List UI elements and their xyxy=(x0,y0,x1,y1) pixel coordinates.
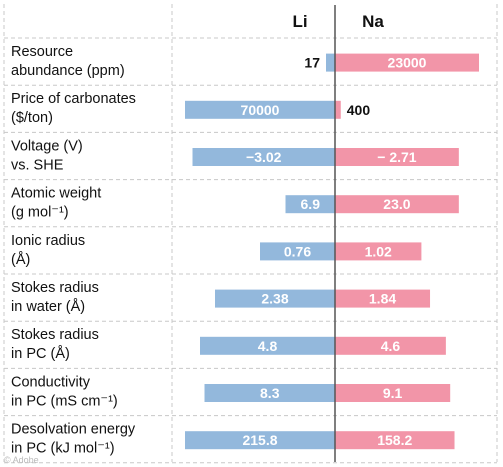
row-label: Price of carbonates ($/ton) xyxy=(11,91,136,126)
data-label-li: 215.8 xyxy=(242,432,277,448)
row-label: Stokes radius in water (Å) xyxy=(11,280,99,315)
bar-li xyxy=(200,336,335,355)
chart-row: Desolvation energy in PC (kJ mol⁻¹) 215.8 1… xyxy=(11,422,455,457)
bar-li xyxy=(204,384,335,402)
data-label-li: 0.76 xyxy=(284,243,311,259)
data-label-li: 2.38 xyxy=(261,291,288,307)
data-label-na: 400 xyxy=(347,102,371,118)
row-label: Resource abundance (ppm) xyxy=(11,44,125,79)
bar-na xyxy=(335,289,431,308)
chart-row: Stokes radius in water (Å) 2.38 1.84 xyxy=(11,280,431,315)
bar-li xyxy=(192,148,335,166)
bar-na xyxy=(335,431,455,450)
bar-na xyxy=(335,384,451,402)
row-label-line: Stokes radius xyxy=(11,327,99,343)
data-label-na: 158.2 xyxy=(377,432,412,448)
bar-na xyxy=(335,242,422,261)
bar-na xyxy=(335,195,459,214)
data-label-li: −3.02 xyxy=(246,149,282,165)
column-header-li: Li xyxy=(292,12,307,31)
row-label: Ionic radius (Å) xyxy=(11,233,85,268)
data-label-na: 23.0 xyxy=(383,196,410,212)
data-label-li: 8.3 xyxy=(260,385,280,401)
bar-li xyxy=(185,100,335,119)
row-label: Desolvation energy in PC (kJ mol⁻¹) xyxy=(11,422,136,457)
row-label-line: in water (Å) xyxy=(11,298,85,315)
row-label-line: Stokes radius xyxy=(11,280,99,296)
data-label-na: 23000 xyxy=(388,55,427,71)
bar-li xyxy=(326,53,335,72)
row-label: Stokes radius in PC (Å) xyxy=(11,327,99,362)
data-label-li: 6.9 xyxy=(301,196,321,212)
row-label-line: ($/ton) xyxy=(11,110,53,126)
grid-lines xyxy=(3,4,498,464)
bar-li xyxy=(260,242,335,261)
column-header-na: Na xyxy=(362,12,384,31)
bar-na xyxy=(335,148,459,166)
data-label-na: − 2.71 xyxy=(377,149,417,165)
row-label-line: Resource xyxy=(11,44,73,60)
bar-na xyxy=(335,336,446,355)
bar-na xyxy=(335,100,341,119)
chart-row: Voltage (V) vs. SHE −3.02 − 2.71 xyxy=(11,138,459,173)
row-label: Voltage (V) vs. SHE xyxy=(11,138,83,173)
watermark-text: © Adobe xyxy=(4,455,39,465)
bar-li xyxy=(185,431,335,450)
row-label-line: (g mol⁻¹) xyxy=(11,205,69,221)
data-label-na: 9.1 xyxy=(383,385,403,401)
row-label-line: in PC (mS cm⁻¹) xyxy=(11,393,118,409)
data-label-li: 4.8 xyxy=(258,338,278,354)
row-label-line: Desolvation energy xyxy=(11,422,136,438)
row-label-line: Ionic radius xyxy=(11,233,85,249)
row-label-line: vs. SHE xyxy=(11,157,64,173)
bar-li xyxy=(215,289,335,308)
chart-rows: Resource abundance (ppm) 17 23000 Price of c… xyxy=(11,44,479,457)
data-label-li: 17 xyxy=(304,55,320,71)
row-label-line: (Å) xyxy=(11,251,30,268)
row-label-line: Conductivity xyxy=(11,374,91,390)
chart-row: Ionic radius (Å) 0.76 1.02 xyxy=(11,233,422,268)
chart-row: Atomic weight (g mol⁻¹) 6.9 23.0 xyxy=(11,186,459,221)
data-label-li: 70000 xyxy=(241,102,280,118)
data-label-na: 1.02 xyxy=(365,243,392,259)
row-label: Atomic weight (g mol⁻¹) xyxy=(11,186,101,221)
row-label-line: abundance (ppm) xyxy=(11,63,125,79)
bar-na xyxy=(335,53,479,72)
chart-row: Conductivity in PC (mS cm⁻¹) 8.3 9.1 xyxy=(11,374,451,409)
chart-row: Resource abundance (ppm) 17 23000 xyxy=(11,44,479,79)
row-label: Conductivity in PC (mS cm⁻¹) xyxy=(11,374,118,409)
row-label-line: Price of carbonates xyxy=(11,91,136,107)
row-label-line: Atomic weight xyxy=(11,186,101,202)
row-label-line: Voltage (V) xyxy=(11,138,83,154)
row-label-line: in PC (kJ mol⁻¹) xyxy=(11,441,115,457)
row-label-line: in PC (Å) xyxy=(11,345,70,362)
chart-row: Price of carbonates ($/ton) 70000 400 xyxy=(11,91,370,126)
bar-li xyxy=(285,195,335,214)
data-label-na: 1.84 xyxy=(369,291,396,307)
data-label-na: 4.6 xyxy=(381,338,401,354)
chart-row: Stokes radius in PC (Å) 4.8 4.6 xyxy=(11,327,446,362)
